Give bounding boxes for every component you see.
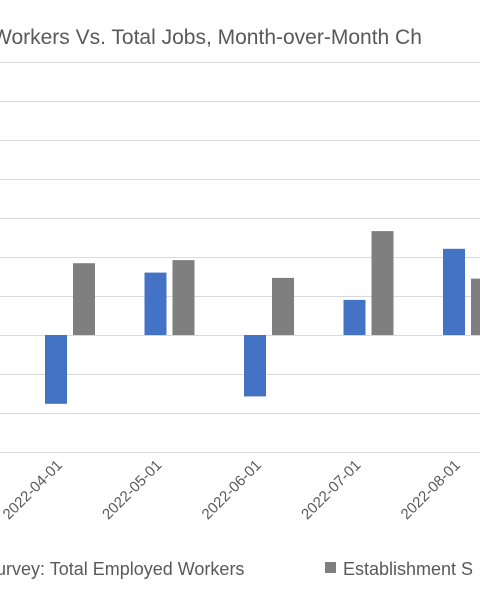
x-tick-label: 2022-05-01 xyxy=(99,457,165,523)
bars xyxy=(45,231,480,404)
bar xyxy=(471,278,480,335)
bar xyxy=(371,231,394,335)
bar xyxy=(343,299,366,335)
x-tick-label: 2022-08-01 xyxy=(398,457,464,523)
legend-swatch xyxy=(325,562,336,573)
x-tick-label: 2022-07-01 xyxy=(298,457,364,523)
chart-title: Workers Vs. Total Jobs, Month-over-Month… xyxy=(0,26,422,49)
bar xyxy=(272,277,294,335)
x-tick-label: 2022-04-01 xyxy=(0,457,66,523)
bar xyxy=(172,260,195,335)
x-tick-labels: 2022-04-01 2022-05-01 2022-06-01 2022-07-01… xyxy=(0,457,464,523)
legend-label: urvey: Total Employed Workers xyxy=(0,559,244,579)
bar xyxy=(144,272,167,335)
legend: urvey: Total Employed Workers Establishme… xyxy=(0,559,473,579)
legend-label: Establishment S xyxy=(343,559,473,579)
gridlines xyxy=(0,62,480,453)
bar xyxy=(73,263,95,335)
bar xyxy=(244,335,266,397)
bar xyxy=(443,248,465,335)
x-tick-label: 2022-06-01 xyxy=(199,457,265,523)
bar xyxy=(45,335,67,404)
